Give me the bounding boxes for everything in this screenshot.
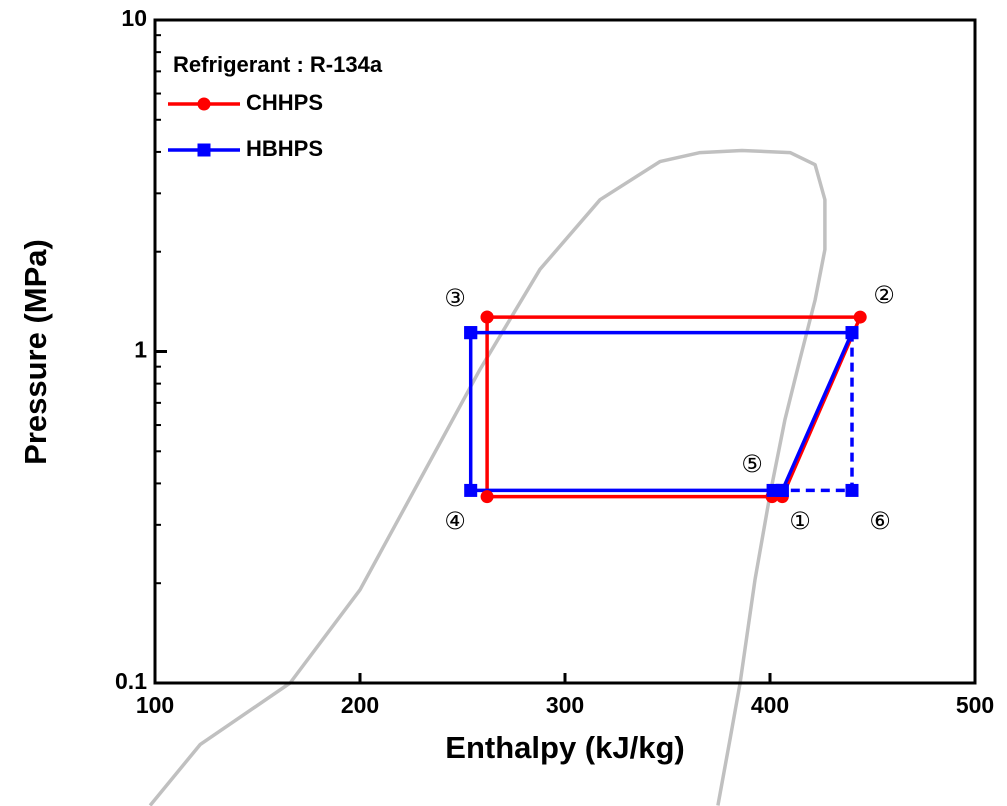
y-tick-label: 0.1 (115, 668, 147, 694)
y-tick-label: 10 (121, 5, 147, 31)
marker (464, 483, 478, 497)
state-label: ③ (444, 284, 466, 312)
saturation-curve (148, 148, 827, 806)
marker (853, 310, 867, 324)
state-label: ⑤ (741, 450, 763, 478)
legend-label: CHHPS (246, 90, 323, 115)
x-tick-label: 200 (341, 692, 379, 718)
x-tick-label: 500 (956, 692, 994, 718)
marker (480, 310, 494, 324)
marker (845, 483, 859, 497)
state-label: ⑥ (869, 507, 891, 535)
state-label: ① (789, 507, 811, 535)
marker (845, 326, 859, 340)
legend-marker (197, 143, 211, 157)
x-tick-label: 300 (546, 692, 584, 718)
legend-title: Refrigerant : R-134a (173, 52, 383, 77)
y-tick-label: 1 (134, 337, 147, 363)
x-axis-title: Enthalpy (kJ/kg) (445, 730, 684, 765)
legend-marker (197, 97, 211, 111)
marker (480, 490, 494, 504)
x-tick-label: 400 (751, 692, 789, 718)
marker (775, 483, 789, 497)
marker (464, 326, 478, 340)
state-label: ② (873, 281, 895, 309)
state-label: ④ (444, 507, 466, 535)
legend-label: HBHPS (246, 136, 323, 161)
y-axis-title: Pressure (MPa) (18, 239, 53, 465)
x-tick-label: 100 (136, 692, 174, 718)
